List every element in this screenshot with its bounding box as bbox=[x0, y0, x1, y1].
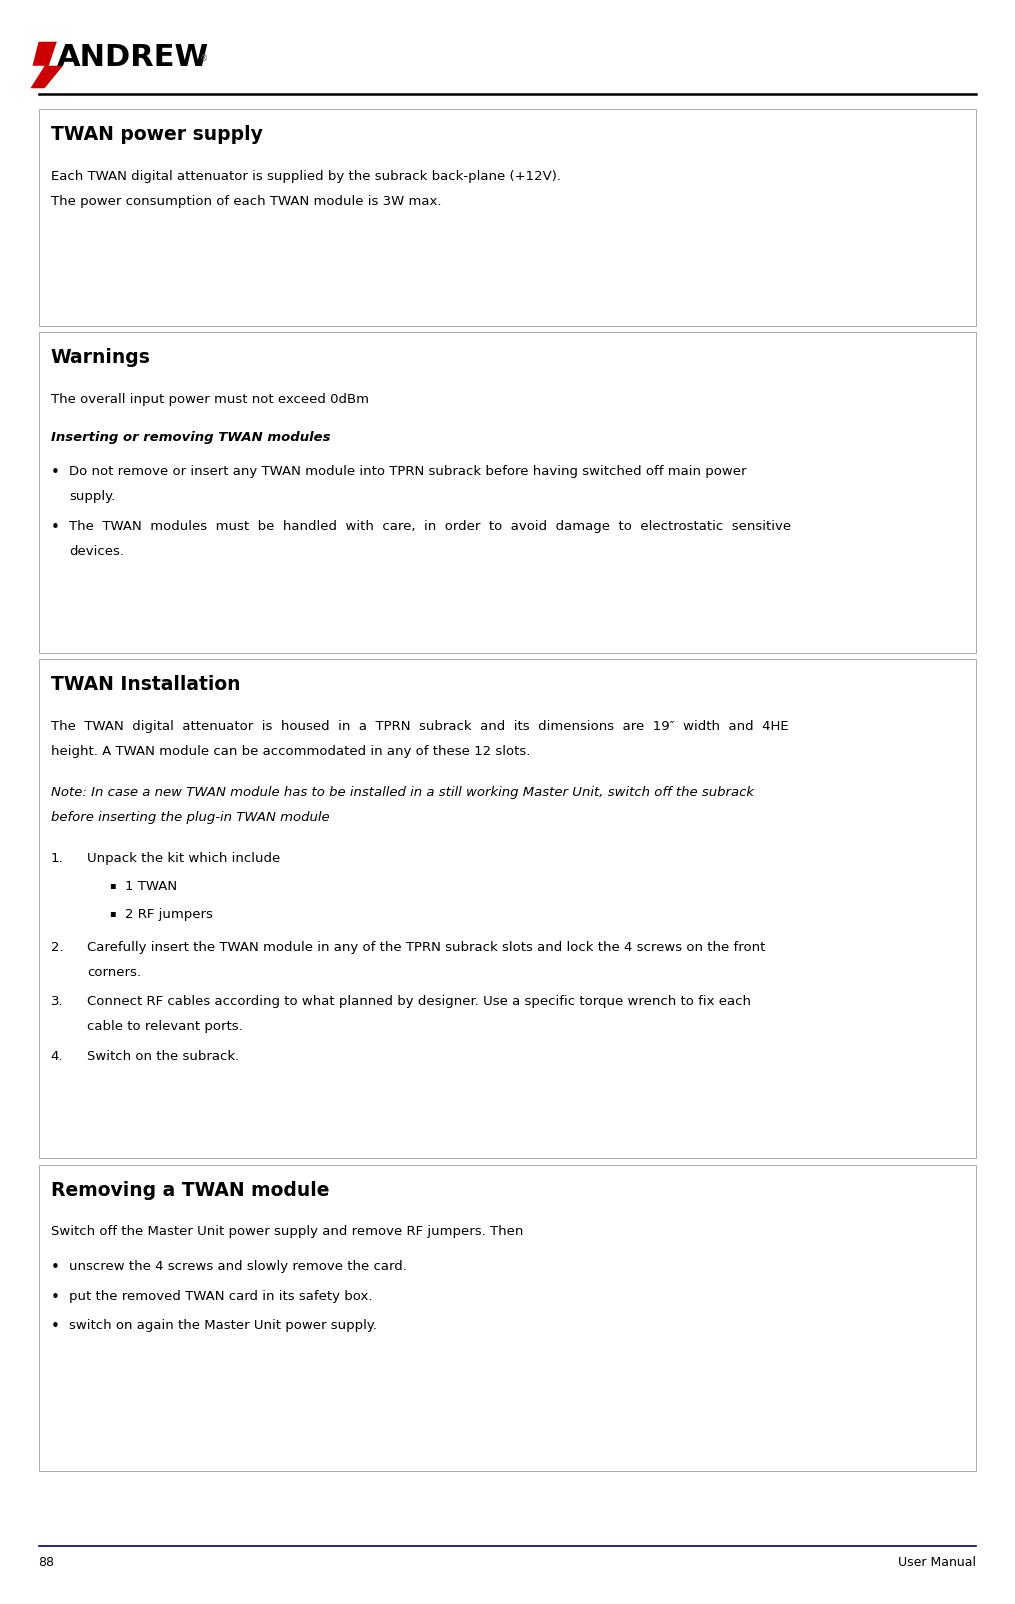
Polygon shape bbox=[30, 42, 63, 88]
Text: •: • bbox=[51, 1261, 60, 1275]
Text: Inserting or removing TWAN modules: Inserting or removing TWAN modules bbox=[51, 431, 330, 444]
Text: 88: 88 bbox=[39, 1556, 55, 1569]
Text: Warnings: Warnings bbox=[51, 348, 150, 367]
Text: height. A TWAN module can be accommodated in any of these 12 slots.: height. A TWAN module can be accommodate… bbox=[51, 744, 530, 759]
Text: •: • bbox=[51, 1318, 60, 1335]
Text: TWAN Installation: TWAN Installation bbox=[51, 675, 241, 695]
Text: ▪: ▪ bbox=[110, 908, 117, 917]
Bar bbox=[39, 1165, 976, 1471]
Text: ®: ® bbox=[200, 55, 208, 64]
Text: The overall input power must not exceed 0dBm: The overall input power must not exceed … bbox=[51, 393, 368, 406]
Bar bbox=[39, 332, 976, 653]
Text: Switch off the Master Unit power supply and remove RF jumpers. Then: Switch off the Master Unit power supply … bbox=[51, 1225, 523, 1238]
Text: TWAN power supply: TWAN power supply bbox=[51, 125, 263, 144]
Text: Removing a TWAN module: Removing a TWAN module bbox=[51, 1181, 329, 1200]
Text: supply.: supply. bbox=[69, 489, 116, 504]
Text: unscrew the 4 screws and slowly remove the card.: unscrew the 4 screws and slowly remove t… bbox=[69, 1261, 407, 1274]
Text: Switch on the subrack.: Switch on the subrack. bbox=[87, 1051, 240, 1063]
Text: •: • bbox=[51, 520, 60, 534]
Text: ▪: ▪ bbox=[110, 881, 117, 890]
Text: switch on again the Master Unit power supply.: switch on again the Master Unit power su… bbox=[69, 1318, 377, 1333]
Text: devices.: devices. bbox=[69, 544, 124, 558]
Text: 1.: 1. bbox=[51, 852, 63, 865]
Text: cable to relevant ports.: cable to relevant ports. bbox=[87, 1020, 243, 1033]
Text: •: • bbox=[51, 1290, 60, 1304]
Text: User Manual: User Manual bbox=[898, 1556, 976, 1569]
Text: Carefully insert the TWAN module in any of the TPRN subrack slots and lock the 4: Carefully insert the TWAN module in any … bbox=[87, 942, 765, 954]
Text: The  TWAN  digital  attenuator  is  housed  in  a  TPRN  subrack  and  its  dime: The TWAN digital attenuator is housed in… bbox=[51, 720, 789, 733]
Text: Do not remove or insert any TWAN module into TPRN subrack before having switched: Do not remove or insert any TWAN module … bbox=[69, 465, 746, 478]
Text: Each TWAN digital attenuator is supplied by the subrack back-plane (+12V).: Each TWAN digital attenuator is supplied… bbox=[51, 170, 560, 183]
Text: The  TWAN  modules  must  be  handled  with  care,  in  order  to  avoid  damage: The TWAN modules must be handled with ca… bbox=[69, 520, 791, 533]
Text: 3.: 3. bbox=[51, 996, 63, 1009]
Text: Connect RF cables according to what planned by designer. Use a specific torque w: Connect RF cables according to what plan… bbox=[87, 996, 751, 1009]
Text: put the removed TWAN card in its safety box.: put the removed TWAN card in its safety … bbox=[69, 1290, 373, 1302]
Text: before inserting the plug-in TWAN module: before inserting the plug-in TWAN module bbox=[51, 812, 330, 824]
Text: 2 RF jumpers: 2 RF jumpers bbox=[125, 908, 213, 921]
Text: •: • bbox=[51, 465, 60, 480]
Bar bbox=[39, 659, 976, 1158]
Text: 1 TWAN: 1 TWAN bbox=[125, 881, 177, 893]
Text: Unpack the kit which include: Unpack the kit which include bbox=[87, 852, 280, 865]
Text: ANDREW: ANDREW bbox=[57, 43, 209, 72]
Text: corners.: corners. bbox=[87, 966, 141, 978]
Text: The power consumption of each TWAN module is 3W max.: The power consumption of each TWAN modul… bbox=[51, 196, 442, 209]
Text: Note: In case a new TWAN module has to be installed in a still working Master Un: Note: In case a new TWAN module has to b… bbox=[51, 786, 754, 799]
Bar bbox=[39, 109, 976, 326]
Text: 4.: 4. bbox=[51, 1051, 63, 1063]
Text: 2.: 2. bbox=[51, 942, 63, 954]
